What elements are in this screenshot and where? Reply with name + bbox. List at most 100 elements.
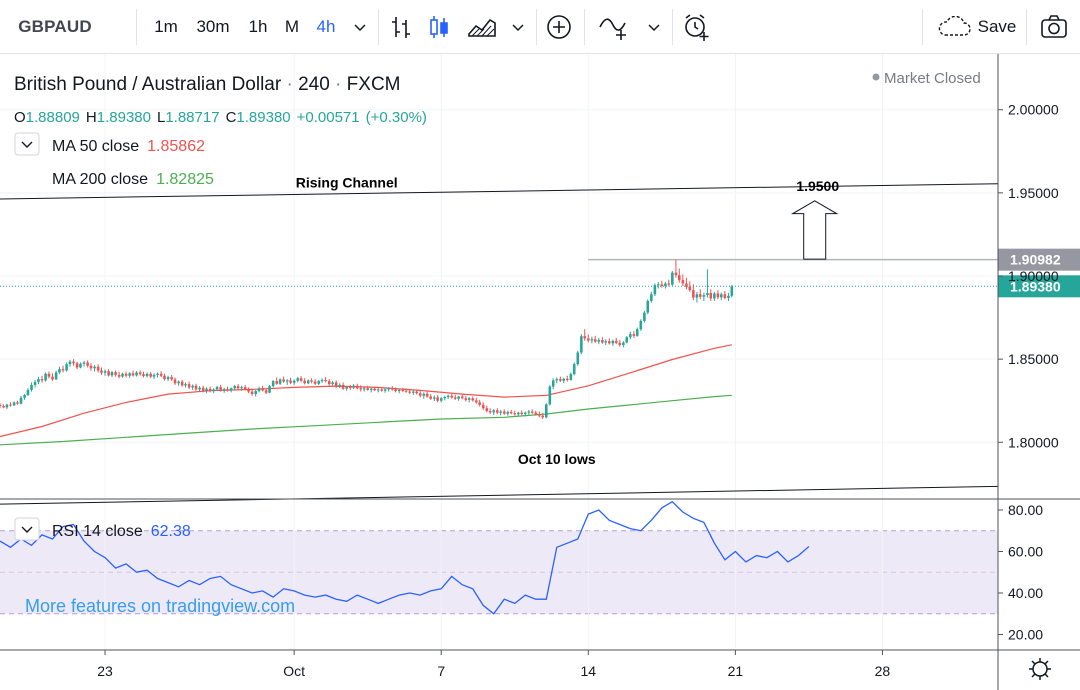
- indicators-dropdown-button[interactable]: [640, 0, 668, 54]
- ma50-label: MA 50 close: [52, 138, 139, 155]
- bar-style-button[interactable]: [384, 0, 418, 54]
- candle-body: [226, 389, 229, 391]
- legend-symbol-name: British Pound / Australian Dollar: [14, 74, 282, 95]
- candle-body: [215, 387, 219, 390]
- candle-body: [576, 352, 580, 365]
- candle-body: [166, 377, 170, 380]
- legend-collapse-button[interactable]: [14, 132, 40, 156]
- time-tick-label: 21: [728, 663, 744, 679]
- legend-separator: ·: [281, 74, 298, 95]
- candle-body: [383, 389, 387, 391]
- candle-body: [233, 386, 236, 389]
- price-tick-label: 1.85000: [1008, 351, 1059, 367]
- candle-body: [415, 391, 418, 394]
- time-tick-label: 7: [437, 663, 445, 679]
- interval-30m-button[interactable]: 30m: [190, 0, 236, 54]
- candle-body: [720, 294, 723, 298]
- rsi-band-layer: [0, 530, 998, 615]
- settings-button[interactable]: [1029, 658, 1051, 680]
- candle-body: [54, 372, 58, 380]
- candle-body: [692, 290, 695, 298]
- watermark-text[interactable]: More features on tradingview.com: [25, 596, 295, 616]
- candle-body: [601, 340, 604, 343]
- candle-body: [313, 381, 317, 384]
- candle-body: [299, 378, 303, 381]
- collapse-button-box[interactable]: [14, 132, 40, 156]
- candle-body: [425, 393, 429, 397]
- chart-style-dropdown-button[interactable]: [504, 0, 532, 54]
- legend-title-line: British Pound / Australian Dollar · 240 …: [14, 74, 401, 95]
- alert-button[interactable]: [676, 0, 716, 54]
- low-label: L: [157, 109, 165, 126]
- last-price-badge-label: 1.89380: [1010, 278, 1061, 294]
- toolbar-divider: [672, 9, 673, 45]
- candle-body: [622, 342, 625, 346]
- gear-icon: [1032, 661, 1048, 677]
- candle-body: [222, 389, 226, 391]
- ma50-value: 1.85862: [147, 138, 205, 155]
- channel-label: Rising Channel: [296, 175, 398, 191]
- ma200-legend[interactable]: MA 200 close 1.82825: [52, 171, 214, 188]
- candle-body: [716, 293, 720, 298]
- snapshot-button[interactable]: [1032, 0, 1076, 54]
- resistance-badge: [998, 248, 1080, 271]
- candle-body: [569, 374, 573, 380]
- chevron-down-icon: [21, 141, 33, 148]
- candlestick-series: [0, 259, 734, 420]
- candle-body: [492, 410, 496, 413]
- candle-body: [187, 384, 191, 388]
- candle-body: [408, 391, 411, 393]
- area-style-button[interactable]: [462, 0, 502, 54]
- interval-1h-button[interactable]: 1h: [242, 0, 274, 54]
- interval-dropdown-button[interactable]: [346, 0, 374, 54]
- market-status: Market Closed: [872, 70, 981, 87]
- candle-body: [327, 381, 331, 385]
- ma50-legend[interactable]: MA 50 close 1.85862: [52, 138, 205, 155]
- interval-month-button[interactable]: M: [278, 0, 306, 54]
- candle-body: [359, 388, 363, 390]
- rsi-legend[interactable]: RSI 14 close 62.38: [14, 517, 191, 541]
- candle-body: [572, 364, 576, 375]
- candle-body: [702, 295, 706, 297]
- candle-body: [681, 280, 685, 284]
- candle-body: [240, 387, 243, 389]
- close-label: C: [226, 109, 237, 126]
- ma200-label: MA 200 close: [52, 171, 148, 188]
- candle-body: [404, 390, 408, 392]
- candle-body: [317, 381, 321, 384]
- candle-body: [180, 381, 184, 386]
- candle-body: [292, 380, 296, 383]
- interval-4h-button[interactable]: 4h: [310, 0, 342, 54]
- candle-body: [250, 391, 254, 395]
- candle-body: [544, 404, 548, 418]
- candle-body: [93, 366, 96, 369]
- save-button[interactable]: Save: [930, 0, 1022, 54]
- compare-symbol-button[interactable]: [540, 0, 578, 54]
- annotations-layer[interactable]: 1.9500 Oct 10 lows: [518, 178, 839, 467]
- candle-body: [695, 294, 699, 298]
- channel-upper-line: [0, 183, 999, 200]
- candle-body: [660, 284, 664, 286]
- rsi-collapse-button[interactable]: [14, 517, 40, 541]
- rsi-label: RSI 14 close: [52, 523, 143, 540]
- candles-style-button[interactable]: [422, 0, 456, 54]
- rising-channel-layer[interactable]: Rising Channel: [0, 175, 999, 505]
- rsi-legend-text: RSI 14 close 62.38: [52, 523, 191, 540]
- indicators-button[interactable]: [592, 0, 636, 54]
- symbol-search-button[interactable]: GBPAUD: [10, 0, 100, 54]
- candle-body: [331, 382, 334, 385]
- candle-body: [520, 412, 523, 415]
- candle-body: [499, 411, 502, 413]
- candle-body: [664, 283, 667, 286]
- interval-1m-button[interactable]: 1m: [148, 0, 184, 54]
- chart-canvas[interactable]: More features on tradingview.com Rising …: [0, 54, 1080, 690]
- candle-body: [685, 283, 688, 287]
- candle-body: [401, 389, 405, 391]
- candle-body: [475, 400, 478, 403]
- candle-body: [275, 381, 278, 384]
- time-tick-label: Oct: [283, 663, 305, 679]
- low-value: 1.88717: [165, 109, 219, 126]
- legend-ohlc-line: O1.88809 H1.89380 L1.88717 C1.89380 +0.00571…: [14, 109, 427, 126]
- candle-body: [268, 386, 271, 393]
- candle-body: [422, 393, 426, 396]
